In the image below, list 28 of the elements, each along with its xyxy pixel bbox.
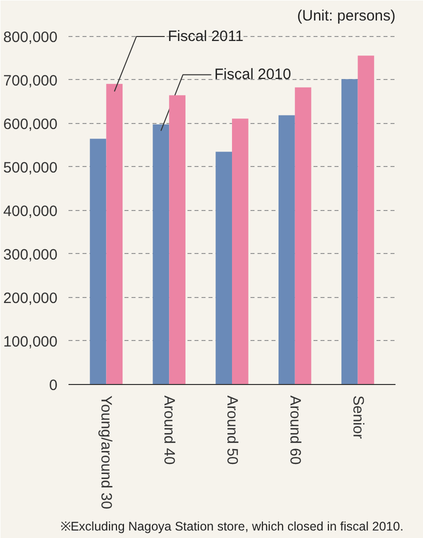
y-tick-label: 300,000	[3, 246, 58, 264]
bar	[358, 56, 374, 384]
y-tick-label: 100,000	[3, 333, 58, 350]
y-tick-label: 800,000	[3, 28, 58, 46]
bar	[216, 152, 232, 384]
bar	[278, 115, 295, 384]
x-tick-label: Senior	[349, 396, 366, 439]
text: ※Excluding Nagoya Station store, which closed in fiscal 2010.	[60, 520, 404, 534]
text: Fiscal 2011	[168, 28, 244, 45]
bar	[341, 79, 358, 384]
bar	[169, 95, 186, 384]
chart-subtitle: (Unit: persons)	[297, 8, 396, 24]
x-tick-label: Around 40	[160, 396, 178, 465]
x-tick-label: Young/around 30	[98, 396, 115, 510]
bar	[294, 87, 312, 384]
x-tick-label: Around 60	[286, 396, 304, 465]
y-tick-label: 500,000	[3, 159, 58, 176]
y-tick-label: 600,000	[3, 116, 58, 133]
y-tick-label: 400,000	[3, 202, 58, 220]
bar	[232, 118, 248, 384]
y-tick-label: 200,000	[3, 290, 58, 307]
text: Fiscal 2010	[214, 66, 292, 84]
y-tick-label: 700,000	[3, 72, 58, 90]
x-tick-label: Around 50	[224, 396, 240, 465]
y-tick-label: 0	[49, 377, 58, 394]
bar	[106, 84, 123, 384]
bar	[90, 138, 106, 384]
bar	[152, 124, 170, 384]
